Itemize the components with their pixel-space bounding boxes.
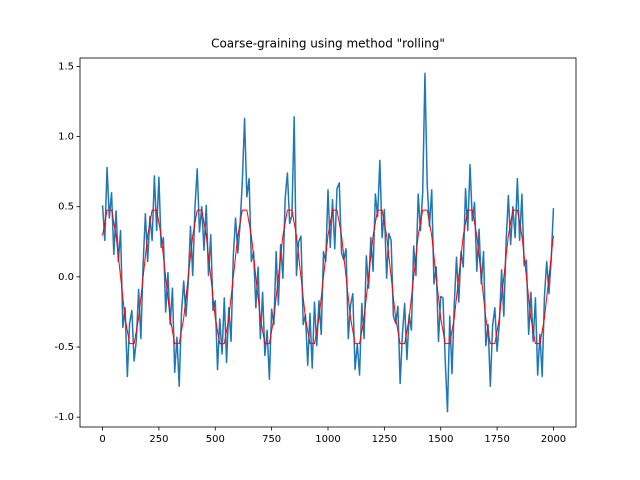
data-line [102, 209, 554, 345]
x-tick-label: 500 [206, 434, 225, 445]
y-tick-label: 1.0 [58, 132, 74, 143]
x-tick-label: 1000 [315, 434, 340, 445]
x-tick-label: 2000 [541, 434, 566, 445]
chart-title: Coarse-graining using method "rolling" [211, 37, 445, 51]
x-tick-label: 1250 [372, 434, 397, 445]
y-tick-label: -0.5 [54, 342, 74, 353]
x-tick-label: 1750 [484, 434, 509, 445]
plot-frame [79, 57, 577, 428]
y-tick-label: 0.5 [58, 202, 74, 213]
data-line [101, 72, 555, 413]
x-tick-label: 750 [262, 434, 281, 445]
x-tick-label: 0 [99, 434, 105, 445]
x-tick-label: 250 [149, 434, 168, 445]
y-tick-label: 1.5 [58, 61, 74, 72]
y-tick-label: -1.0 [54, 412, 74, 423]
y-tick-label: 0.0 [58, 272, 74, 283]
x-tick-label: 1500 [428, 434, 453, 445]
